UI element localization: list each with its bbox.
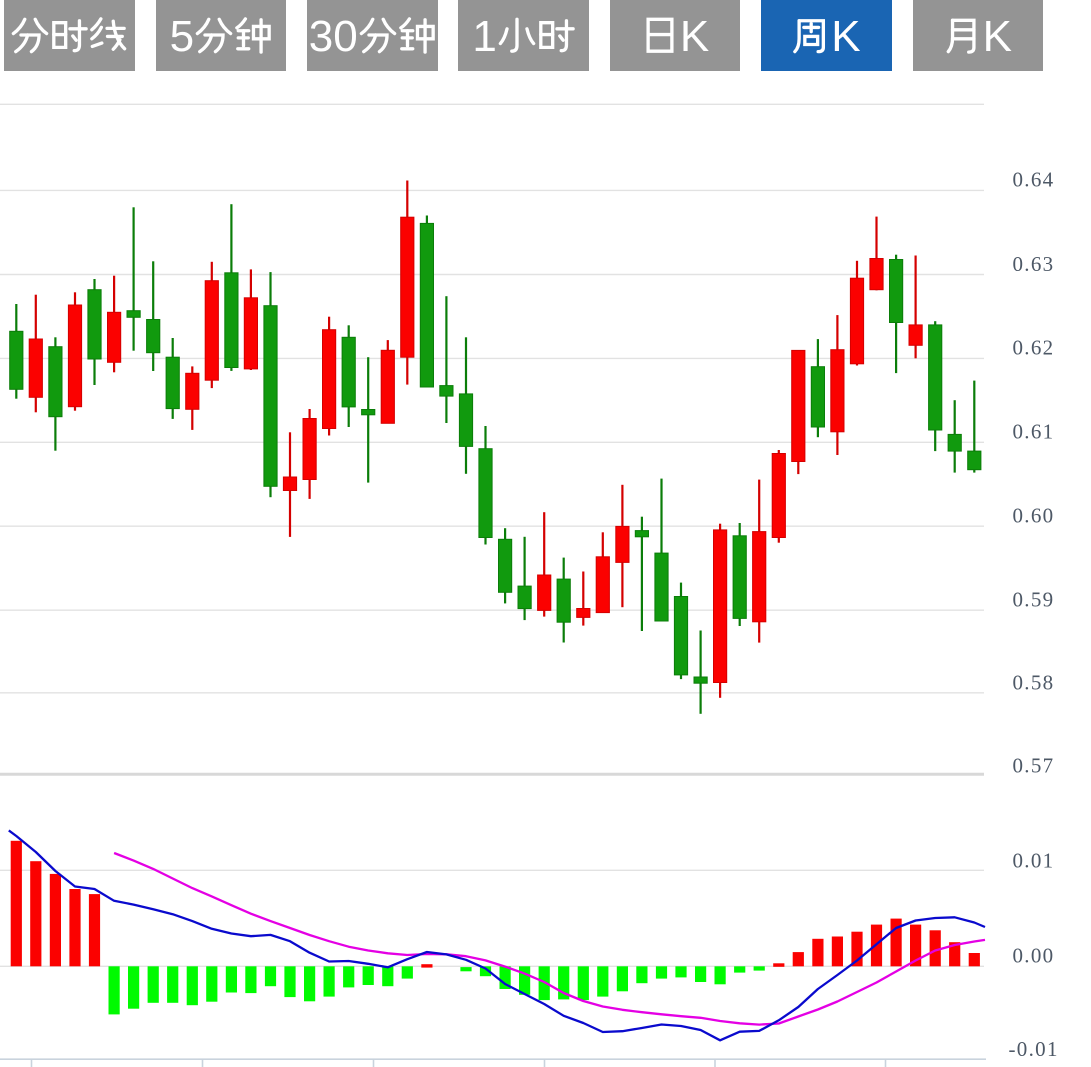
svg-text:0.00: 0.00 bbox=[1013, 943, 1055, 967]
svg-text:0.59: 0.59 bbox=[1013, 587, 1055, 611]
svg-text:0.62: 0.62 bbox=[1013, 336, 1055, 360]
svg-text:0.60: 0.60 bbox=[1013, 504, 1055, 528]
svg-text:0.01: 0.01 bbox=[1013, 849, 1055, 873]
svg-text:0.63: 0.63 bbox=[1013, 252, 1055, 276]
svg-text:0.57: 0.57 bbox=[1013, 753, 1055, 777]
svg-text:-0.01: -0.01 bbox=[1009, 1037, 1059, 1061]
svg-text:0.61: 0.61 bbox=[1013, 420, 1055, 444]
svg-text:0.58: 0.58 bbox=[1013, 670, 1055, 694]
svg-text:0.64: 0.64 bbox=[1013, 168, 1055, 192]
